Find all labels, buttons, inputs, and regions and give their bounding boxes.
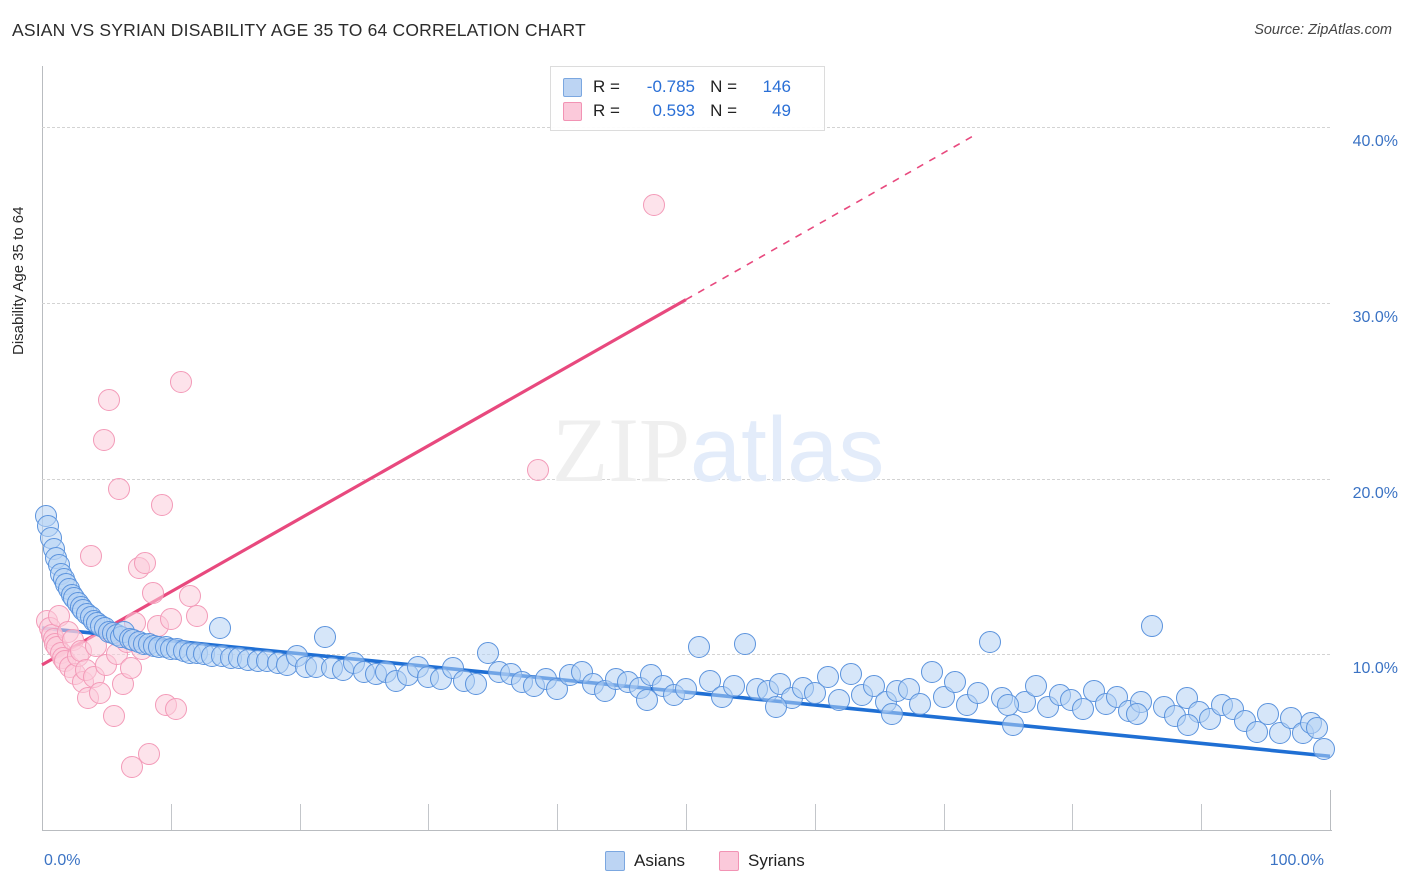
stats-row-syrians: R = 0.593 N = 49 [563, 99, 812, 123]
y-axis-tick-label: 20.0% [1352, 484, 1398, 502]
scatter-point[interactable] [687, 636, 710, 659]
x-axis-tick [686, 804, 687, 830]
scatter-point[interactable] [978, 631, 1001, 654]
syrians-n-label: N = [710, 101, 737, 120]
scatter-point[interactable] [1002, 713, 1025, 736]
scatter-point[interactable] [79, 545, 102, 567]
x-axis-label-max: 100.0% [1269, 852, 1324, 869]
scatter-point[interactable] [141, 581, 164, 604]
scatter-point[interactable] [909, 692, 932, 715]
stats-row-asians: R = -0.785 N = 146 [563, 75, 812, 99]
scatter-point[interactable] [170, 371, 193, 394]
gridline-y [42, 654, 1330, 656]
scatter-point[interactable] [476, 641, 499, 664]
x-axis-tick [428, 804, 430, 830]
scatter-point[interactable] [164, 697, 187, 720]
syrians-trend-line [41, 298, 687, 667]
asians-n-value: 146 [762, 77, 791, 96]
y-axis-title: Disability Age 35 to 64 [10, 206, 27, 355]
scatter-point[interactable] [92, 429, 115, 452]
scatter-point[interactable] [1245, 720, 1268, 743]
scatter-point[interactable] [208, 617, 231, 640]
scatter-point[interactable] [636, 689, 659, 712]
scatter-point[interactable] [465, 673, 488, 696]
asians-legend-label: Asians [634, 851, 686, 870]
scatter-point[interactable] [944, 671, 967, 694]
x-axis-tick [814, 804, 816, 830]
x-axis-tick [943, 804, 945, 830]
syrians-color-swatch [563, 101, 582, 121]
scatter-point[interactable] [137, 743, 160, 766]
scatter-point[interactable] [1257, 703, 1280, 726]
scatter-point[interactable] [921, 660, 943, 683]
series-legend: Asians Syrians [605, 851, 829, 871]
scatter-point[interactable] [1071, 697, 1094, 720]
legend-item-syrians[interactable]: Syrians [719, 851, 805, 871]
scatter-point[interactable] [1306, 717, 1329, 740]
scatter-point[interactable] [765, 696, 788, 719]
scatter-point[interactable] [1141, 615, 1164, 638]
syrians-legend-label: Syrians [748, 851, 805, 870]
scatter-point[interactable] [121, 755, 144, 778]
scatter-point[interactable] [150, 494, 173, 517]
scatter-point[interactable] [803, 682, 826, 704]
x-axis-tick [1072, 804, 1074, 830]
x-axis-right-edge [1330, 790, 1331, 830]
asians-legend-swatch [605, 851, 625, 871]
correlation-stats-legend: R = -0.785 N = 146 R = 0.593 N = 49 [550, 66, 825, 131]
y-axis-tick-label: 10.0% [1352, 660, 1398, 678]
scatter-point[interactable] [839, 662, 862, 685]
scatter-point[interactable] [828, 689, 851, 712]
legend-item-asians[interactable]: Asians [605, 851, 685, 871]
asians-n-label: N = [710, 77, 737, 96]
x-axis-tick [1201, 804, 1203, 830]
scatter-point[interactable] [119, 657, 142, 680]
scatter-point[interactable] [108, 478, 131, 501]
y-axis-line [42, 66, 43, 830]
syrians-r-value: 0.593 [652, 101, 695, 120]
scatter-point[interactable] [675, 678, 697, 701]
scatter-point[interactable] [967, 682, 990, 704]
gridline-y [42, 303, 1330, 305]
scatter-point[interactable] [97, 388, 120, 411]
x-axis-tick [170, 804, 172, 830]
source-attribution: Source: ZipAtlas.com [1254, 22, 1392, 38]
scatter-point[interactable] [185, 604, 208, 627]
plot-area [34, 66, 1335, 830]
x-axis-tick [299, 804, 301, 830]
scatter-point[interactable] [88, 682, 111, 704]
scatter-point[interactable] [103, 704, 126, 727]
scatter-point[interactable] [881, 703, 904, 726]
scatter-point[interactable] [997, 694, 1019, 717]
scatter-point[interactable] [816, 666, 839, 689]
x-axis-tick [557, 804, 559, 830]
scatter-point[interactable] [159, 608, 182, 631]
y-axis-tick-label: 40.0% [1352, 133, 1398, 151]
scatter-point[interactable] [1312, 738, 1335, 761]
scatter-point[interactable] [526, 458, 549, 481]
gridline-y [42, 478, 1330, 480]
y-axis-tick-label: 30.0% [1352, 309, 1398, 327]
scatter-point[interactable] [1177, 713, 1200, 736]
asians-r-label: R = [593, 77, 620, 96]
scatter-point[interactable] [314, 625, 337, 648]
scatter-point[interactable] [722, 674, 745, 697]
scatter-point[interactable] [1125, 703, 1148, 726]
scatter-point[interactable] [734, 632, 757, 655]
asians-color-swatch [563, 77, 582, 97]
page-title: ASIAN VS SYRIAN DISABILITY AGE 35 TO 64 … [12, 20, 586, 40]
scatter-point[interactable] [134, 552, 157, 575]
scatter-point[interactable] [699, 669, 722, 692]
syrians-r-label: R = [593, 101, 620, 120]
x-axis-label-min: 0.0% [44, 852, 81, 869]
x-axis-line [42, 830, 1332, 831]
syrians-legend-swatch [719, 851, 740, 871]
syrians-n-value: 49 [772, 101, 791, 120]
scatter-point[interactable] [1025, 674, 1048, 697]
syrians-trend-line-extension [685, 133, 977, 301]
scatter-point[interactable] [642, 193, 665, 216]
asians-r-value: -0.785 [646, 77, 695, 96]
